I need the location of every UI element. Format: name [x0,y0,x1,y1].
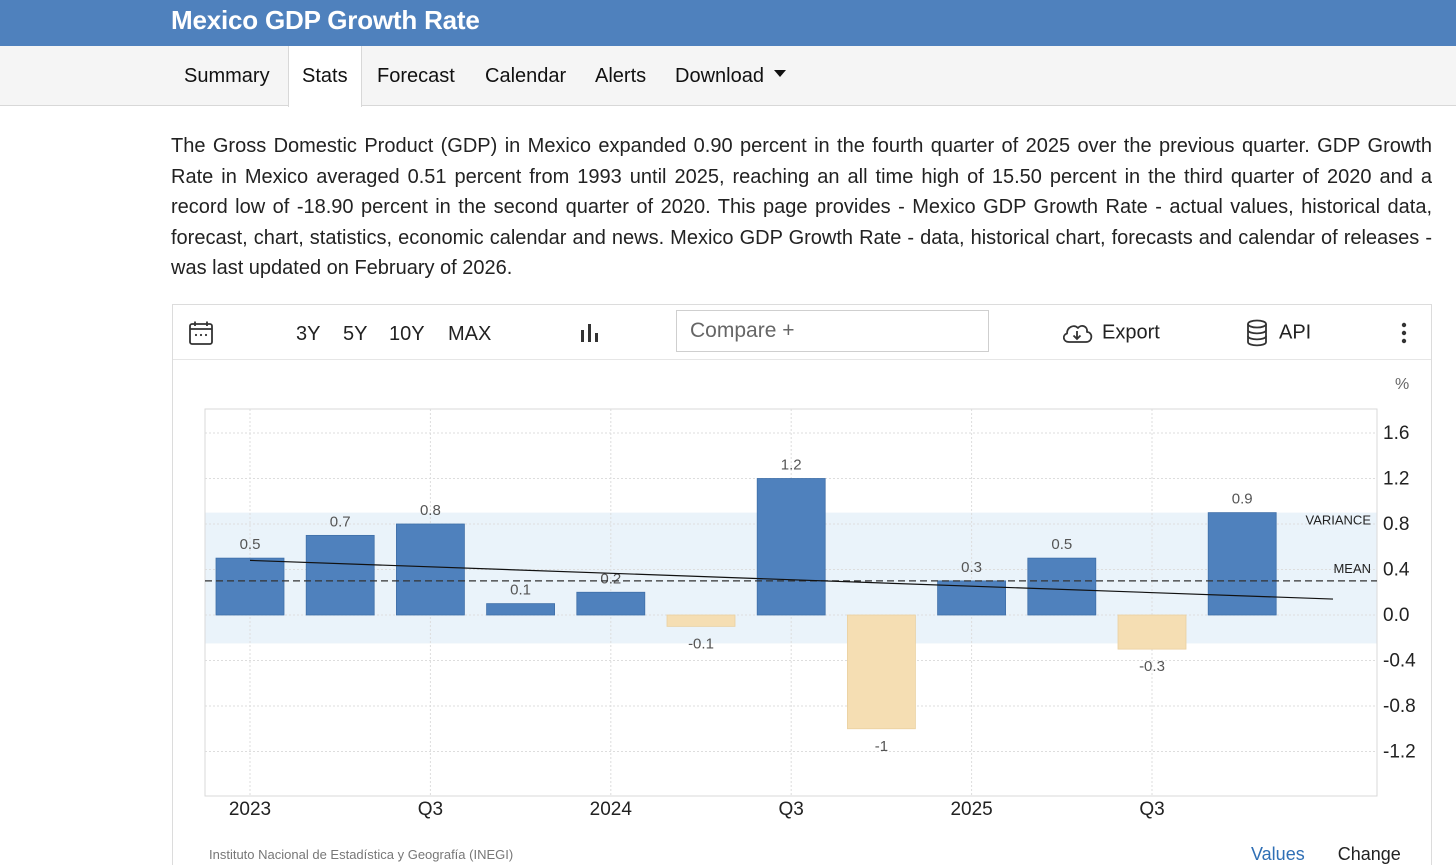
y-tick-label: 1.2 [1383,469,1409,490]
cloud-download-icon [1062,325,1093,343]
y-tick-label: -0.8 [1383,696,1416,717]
bar [666,614,736,627]
bar-value-label: 0.9 [1232,491,1253,508]
range-5y-button[interactable]: 5Y [343,323,368,345]
database-icon [1247,319,1267,347]
bar-value-label: 0.5 [1051,536,1072,553]
bar-value-label: 0.2 [600,570,621,587]
export-label: Export [1102,321,1160,344]
variance-label: VARIANCE [1306,513,1372,528]
chart-panel: 3Y 5Y 10Y MAX Export API [172,304,1432,865]
y-tick-label: 0.8 [1383,514,1409,535]
range-10y-button[interactable]: 10Y [389,323,425,345]
y-tick-label: -0.4 [1383,651,1416,672]
bar [486,603,556,616]
bar-value-label: 0.1 [510,582,531,599]
range-max-button[interactable]: MAX [448,323,492,345]
y-tick-label: 0.4 [1383,560,1410,581]
bar-value-label: 0.7 [330,513,351,530]
values-link[interactable]: Values [1251,844,1305,864]
page-title: Mexico GDP Growth Rate [171,5,480,35]
mean-label: MEAN [1333,561,1371,576]
bar-value-label: -0.3 [1139,658,1165,675]
caret-down-icon [773,70,786,78]
bar-value-label: 0.3 [961,559,982,576]
tab-calendar[interactable]: Calendar [485,65,567,87]
bar-value-label: -1 [875,738,888,755]
bar [395,523,465,616]
bar-value-label: 0.5 [240,536,261,553]
x-tick-label: Q3 [1139,799,1164,820]
y-unit-label: % [1395,376,1409,393]
nav-tabs: Summary Stats Forecast Calendar Alerts D… [0,46,1456,107]
tab-summary[interactable]: Summary [184,65,270,87]
bar-value-label: 1.2 [781,457,802,474]
compare-input[interactable] [676,310,989,352]
chart-footer-links: Values Change [1251,844,1401,865]
range-3y-button[interactable]: 3Y [296,323,321,345]
change-link[interactable]: Change [1337,844,1401,864]
chart-toolbar: 3Y 5Y 10Y MAX Export API [173,305,1431,360]
y-tick-label: 0.0 [1383,605,1409,626]
calendar-icon[interactable] [188,320,214,352]
x-tick-label: Q3 [779,799,804,820]
y-tick-label: 1.6 [1383,423,1409,444]
tab-download[interactable]: Download [662,46,799,105]
bar [1027,557,1097,616]
gdp-bar-chart: -1.2 -0.8 -0.4 0.0 0.4 0.8 1.2 1.6 2023 Q3 2024 Q3 2… [204,376,1416,820]
tab-alerts[interactable]: Alerts [595,65,647,87]
bar [1207,512,1277,616]
x-tick-label: Q3 [418,799,443,820]
bar [847,614,916,730]
bar-value-label: -0.1 [688,635,714,652]
tab-stats[interactable]: Stats [288,46,362,107]
bar-value-label: 0.8 [420,502,441,519]
tab-download-label: Download [675,65,764,87]
trend-line [249,559,1334,600]
x-tick-label: 2025 [950,799,992,820]
chart-type-icon[interactable] [579,322,601,350]
bar [1117,614,1187,650]
tab-forecast[interactable]: Forecast [377,65,455,87]
page-description: The Gross Domestic Product (GDP) in Mexi… [171,135,1432,279]
export-button[interactable]: Export [1060,321,1160,345]
x-tick-label: 2023 [229,799,271,820]
api-label: API [1279,321,1312,344]
api-button[interactable]: API [1245,319,1311,347]
bar [305,534,375,616]
page-header: Mexico GDP Growth Rate [0,0,1456,46]
more-options-icon[interactable] [1400,322,1408,350]
x-tick-label: 2024 [590,799,633,820]
chart-source: Instituto Nacional de Estadística y Geog… [209,847,514,862]
bar [756,478,826,616]
bar [215,557,285,616]
y-tick-label: -1.2 [1383,742,1416,763]
bar [576,591,646,616]
